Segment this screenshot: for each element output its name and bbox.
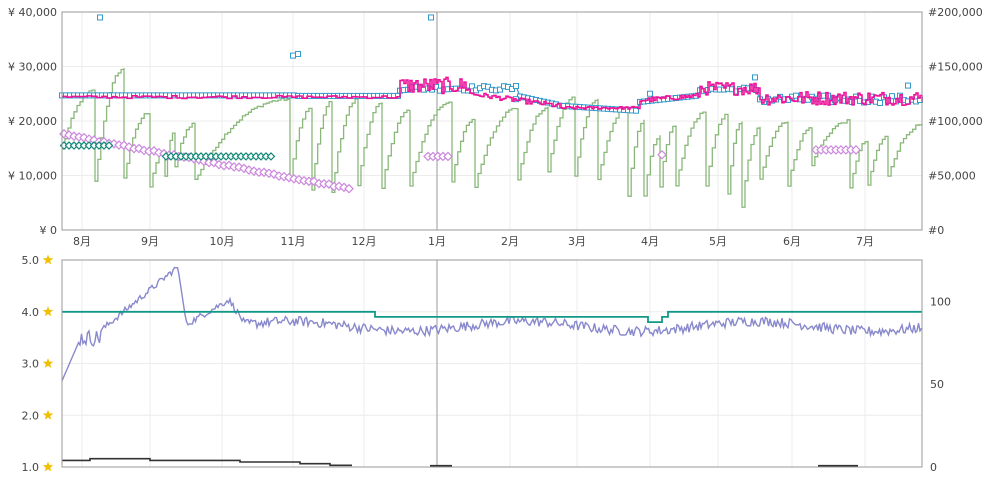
review-count-line [61,266,923,382]
new-price-marker [889,93,895,100]
rating-axis-tick-label: 4.0 [22,306,40,319]
month-axis-tick-label: 7月 [856,235,874,248]
month-axis-tick-label: 5月 [709,235,727,248]
collectible-price-marker [266,152,276,161]
month-axis-tick-label: 2月 [501,235,519,248]
used-price-marker [284,172,294,183]
new-price-marker [633,107,639,114]
star-icon [42,409,54,420]
month-axis-tick-label: 1月 [428,235,446,248]
bottom-panel-series [61,266,923,467]
top-panel-series [59,14,923,208]
month-axis-tick-label: 6月 [783,235,801,248]
new-price-marker [793,92,799,99]
rating-axis-tick-label: 1.0 [22,461,40,474]
star-icon [42,254,54,265]
sales-rank-axis-tick-label: #150,000 [928,61,983,74]
star-icon [42,306,54,317]
star-icon [42,461,54,472]
sales-rank-axis-tick-label: #50,000 [928,170,976,183]
grid [62,11,922,468]
new-price-marker [428,14,434,21]
rating-axis-tick-label: 2.0 [22,409,40,422]
new-price-marker [513,83,519,90]
rating-axis-tick-label: 3.0 [22,358,40,371]
price-axis-tick-label: ¥ 10,000 [8,170,57,183]
tick-labels: ¥ 0 ¥ 10,000 ¥ 20,000 ¥ 30,000 ¥ 40,000 #0 #50… [8,6,983,474]
rating-axis-tick-label: 5.0 [22,254,40,267]
price-axis-tick-label: ¥ 30,000 [8,61,57,74]
month-axis-tick-label: 10月 [210,235,235,248]
month-axis-tick-label: 3月 [568,235,586,248]
sales-rank-axis-tick-label: #200,000 [928,6,983,19]
new-price-marker [295,50,301,57]
new-price-marker [497,86,503,93]
panel-frames [61,11,923,468]
used-price-marker [119,140,129,151]
review-count-axis-tick-label: 50 [930,378,944,391]
month-axis-tick-label: 9月 [141,235,159,248]
month-axis-tick-label: 4月 [641,235,659,248]
review-count-axis-tick-label: 100 [930,295,951,308]
price-axis-tick-label: ¥ 40,000 [8,6,57,19]
new-price-marker [905,82,911,89]
rating-line [62,310,922,323]
amazon-price-line [62,76,923,110]
offer-count-line [62,457,352,467]
star-icon [42,358,54,368]
review-count-axis-tick-label: 0 [930,461,937,474]
used-price-marker [344,183,354,194]
new-price-marker [647,90,653,97]
new-price-marker [97,14,103,21]
sales-rank-axis-tick-label: #100,000 [928,115,983,128]
month-axis-tick-label: 8月 [73,235,91,248]
new-price-marker [752,74,758,81]
used-price-marker [309,176,319,187]
sales-rank-axis-tick-label: #0 [928,224,944,237]
new-price-marker [485,83,491,90]
used-price-marker [239,163,249,174]
used-price-marker [124,142,134,152]
new-price-marker [877,99,883,106]
month-axis-tick-label: 11月 [281,235,306,248]
collectible-price-marker [104,141,114,150]
new-price-marker [290,52,296,59]
price-axis-tick-label: ¥ 20,000 [8,115,57,128]
month-axis-tick-label: 12月 [352,235,377,248]
price-axis-tick-label: ¥ 0 [40,224,58,237]
top-panel-frame [61,11,923,231]
bottom-panel-frame [61,259,923,468]
sales-rank-line [62,68,923,208]
used-price-marker [657,149,667,160]
new-price-marker [469,83,475,90]
used-price-marker [443,151,453,162]
used-price-marker [851,145,861,155]
